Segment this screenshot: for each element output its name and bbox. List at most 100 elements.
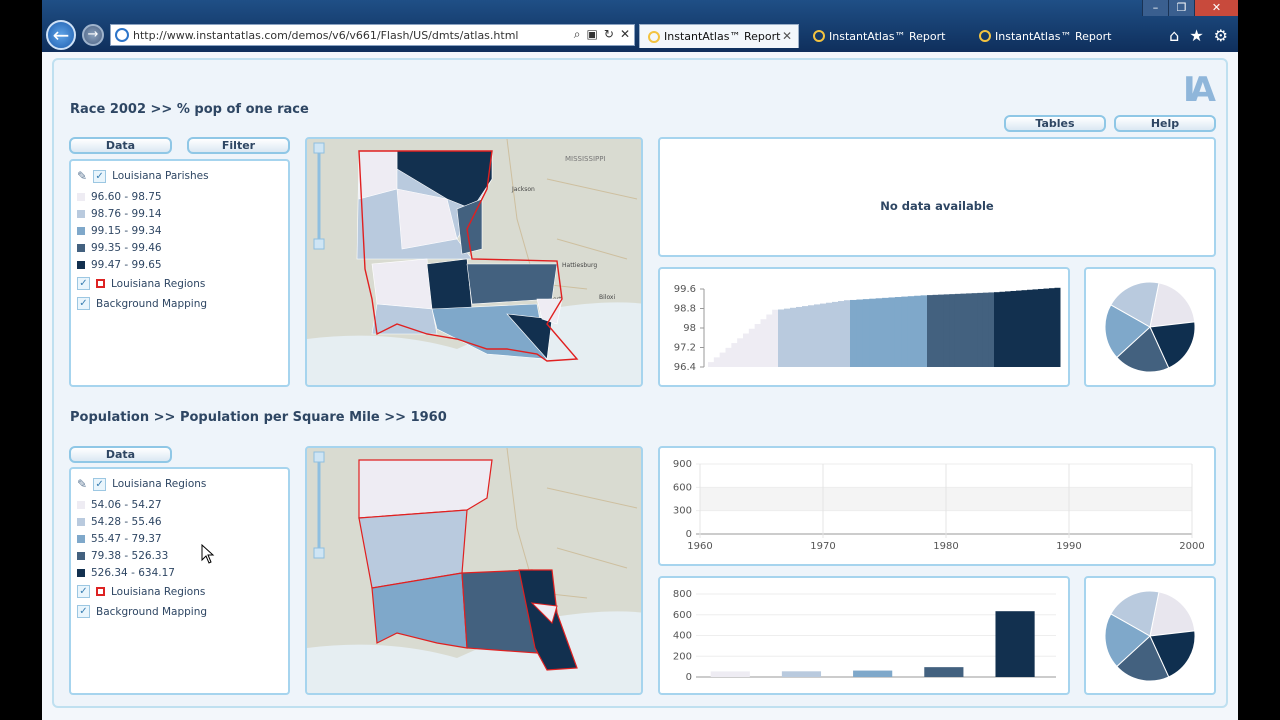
y-tick-label: 98.8 — [674, 304, 696, 315]
bar — [784, 308, 791, 367]
legend-swatch — [77, 535, 85, 543]
favorites-star-icon[interactable]: ★ — [1189, 26, 1204, 45]
bar — [1027, 289, 1033, 367]
bar — [1049, 288, 1055, 367]
legend-class-row: 99.47 - 99.65 — [77, 259, 162, 271]
address-bar[interactable]: ⌕ ▣ ↻ ✕ — [110, 24, 635, 46]
y-tick-label: 97.2 — [674, 343, 696, 354]
top-map-svg[interactable]: MISSISSIPPI Jackson Hattiesburg Gulfport… — [307, 139, 643, 387]
bar — [1005, 291, 1011, 367]
legend-class-label: 99.35 - 99.46 — [91, 242, 162, 254]
checkbox-checked-icon[interactable]: ✓ — [77, 605, 90, 618]
bar — [882, 297, 889, 367]
tab-close-icon[interactable]: ✕ — [781, 29, 792, 43]
bar — [888, 297, 896, 367]
bar — [1016, 290, 1022, 367]
bottom-data-button[interactable]: Data — [69, 446, 172, 463]
background-mapping-label: Background Mapping — [96, 605, 208, 618]
x-tick-label: 2000 — [1179, 541, 1204, 552]
close-icon[interactable]: ✕ — [1194, 0, 1238, 16]
minimize-icon[interactable]: – — [1142, 0, 1168, 16]
map-label: Biloxi — [599, 294, 615, 301]
legend-swatch — [77, 244, 85, 252]
url-input[interactable] — [133, 28, 553, 42]
legend-regions-row[interactable]: ✓ Louisiana Regions — [77, 585, 205, 598]
legend-class-row: 98.76 - 99.14 — [77, 208, 162, 220]
browser-tab[interactable]: InstantAtlas™ Report — [805, 24, 965, 48]
bar — [719, 352, 726, 367]
bottom-map[interactable] — [305, 446, 643, 695]
checkbox-checked-icon[interactable]: ✓ — [77, 585, 90, 598]
bottom-map-svg[interactable] — [307, 448, 643, 695]
bar — [960, 293, 967, 367]
legend-class-label: 526.34 - 634.17 — [91, 567, 175, 579]
bar — [995, 611, 1035, 677]
bar — [850, 299, 857, 367]
tab-page-icon — [813, 30, 825, 42]
legend-class-row: 99.35 - 99.46 — [77, 242, 162, 254]
bar — [1054, 287, 1061, 367]
bar — [938, 294, 945, 367]
zoom-control[interactable] — [313, 451, 325, 559]
bottom-pie-chart — [1104, 590, 1196, 682]
legend-swatch — [77, 501, 85, 509]
bar — [977, 292, 984, 367]
pencil-icon[interactable]: ✎ — [77, 477, 88, 491]
legend-background-row[interactable]: ✓ Background Mapping — [77, 297, 207, 310]
region-outline-icon — [96, 279, 105, 288]
settings-gear-icon[interactable]: ⚙ — [1213, 26, 1228, 45]
legend-layer-row[interactable]: ✎ ✓ Louisiana Parishes — [77, 169, 209, 183]
legend-regions-row[interactable]: ✓ Louisiana Regions — [77, 277, 205, 290]
legend-class-label: 99.47 - 99.65 — [91, 259, 162, 271]
search-icon[interactable]: ⌕ — [573, 27, 581, 41]
pie-slice — [1110, 281, 1160, 328]
top-section-title: Race 2002 >> % pop of one race — [70, 102, 309, 117]
map-label: Jackson — [511, 186, 535, 193]
browser-window: – ❐ ✕ ← → ⌕ ▣ ↻ ✕ InstantAtlas™ Report ✕… — [42, 0, 1238, 720]
bar — [1021, 290, 1028, 367]
checkbox-checked-icon[interactable]: ✓ — [77, 297, 90, 310]
pencil-icon[interactable]: ✎ — [77, 169, 88, 183]
y-tick-label: 800 — [673, 589, 692, 600]
y-tick-label: 200 — [673, 651, 692, 662]
bar — [943, 294, 950, 367]
checkbox-checked-icon[interactable]: ✓ — [93, 477, 107, 491]
window-controls: – ❐ ✕ — [1142, 0, 1238, 16]
bar — [731, 343, 738, 367]
checkbox-checked-icon[interactable]: ✓ — [77, 277, 90, 290]
checkbox-checked-icon[interactable]: ✓ — [93, 169, 107, 183]
bar — [982, 292, 989, 367]
stop-icon[interactable]: ✕ — [619, 27, 630, 41]
legend-background-row[interactable]: ✓ Background Mapping — [77, 605, 207, 618]
y-tick-label: 300 — [673, 506, 692, 517]
bar — [999, 291, 1006, 367]
home-icon[interactable]: ⌂ — [1169, 26, 1180, 45]
legend-swatch — [77, 261, 85, 269]
top-filter-button[interactable]: Filter — [187, 137, 290, 154]
maximize-icon[interactable]: ❐ — [1168, 0, 1194, 16]
help-button[interactable]: Help — [1114, 115, 1216, 132]
bar — [1010, 290, 1017, 367]
back-button[interactable]: ← — [46, 20, 76, 50]
x-tick-label: 1980 — [933, 541, 958, 552]
compat-icon[interactable]: ▣ — [586, 27, 598, 41]
legend-class-label: 96.60 - 98.75 — [91, 191, 162, 203]
browser-tab[interactable]: InstantAtlas™ Report — [971, 24, 1131, 48]
top-map[interactable]: MISSISSIPPI Jackson Hattiesburg Gulfport… — [305, 137, 643, 387]
legend-class-row: 99.15 - 99.34 — [77, 225, 162, 237]
pie-slice — [1149, 282, 1196, 328]
bar — [901, 296, 909, 367]
browser-tab-active[interactable]: InstantAtlas™ Report ✕ — [639, 24, 799, 48]
tables-button[interactable]: Tables — [1004, 115, 1106, 132]
refresh-icon[interactable]: ↻ — [603, 27, 614, 41]
zoom-control[interactable] — [313, 142, 325, 250]
tab-label: InstantAtlas™ Report — [829, 29, 946, 43]
bar — [796, 306, 803, 367]
bar — [710, 671, 750, 677]
bar — [820, 303, 827, 367]
forward-button[interactable]: → — [82, 24, 104, 46]
legend-swatch — [77, 193, 85, 201]
legend-layer-row[interactable]: ✎ ✓ Louisiana Regions — [77, 477, 206, 491]
top-data-button[interactable]: Data — [69, 137, 172, 154]
